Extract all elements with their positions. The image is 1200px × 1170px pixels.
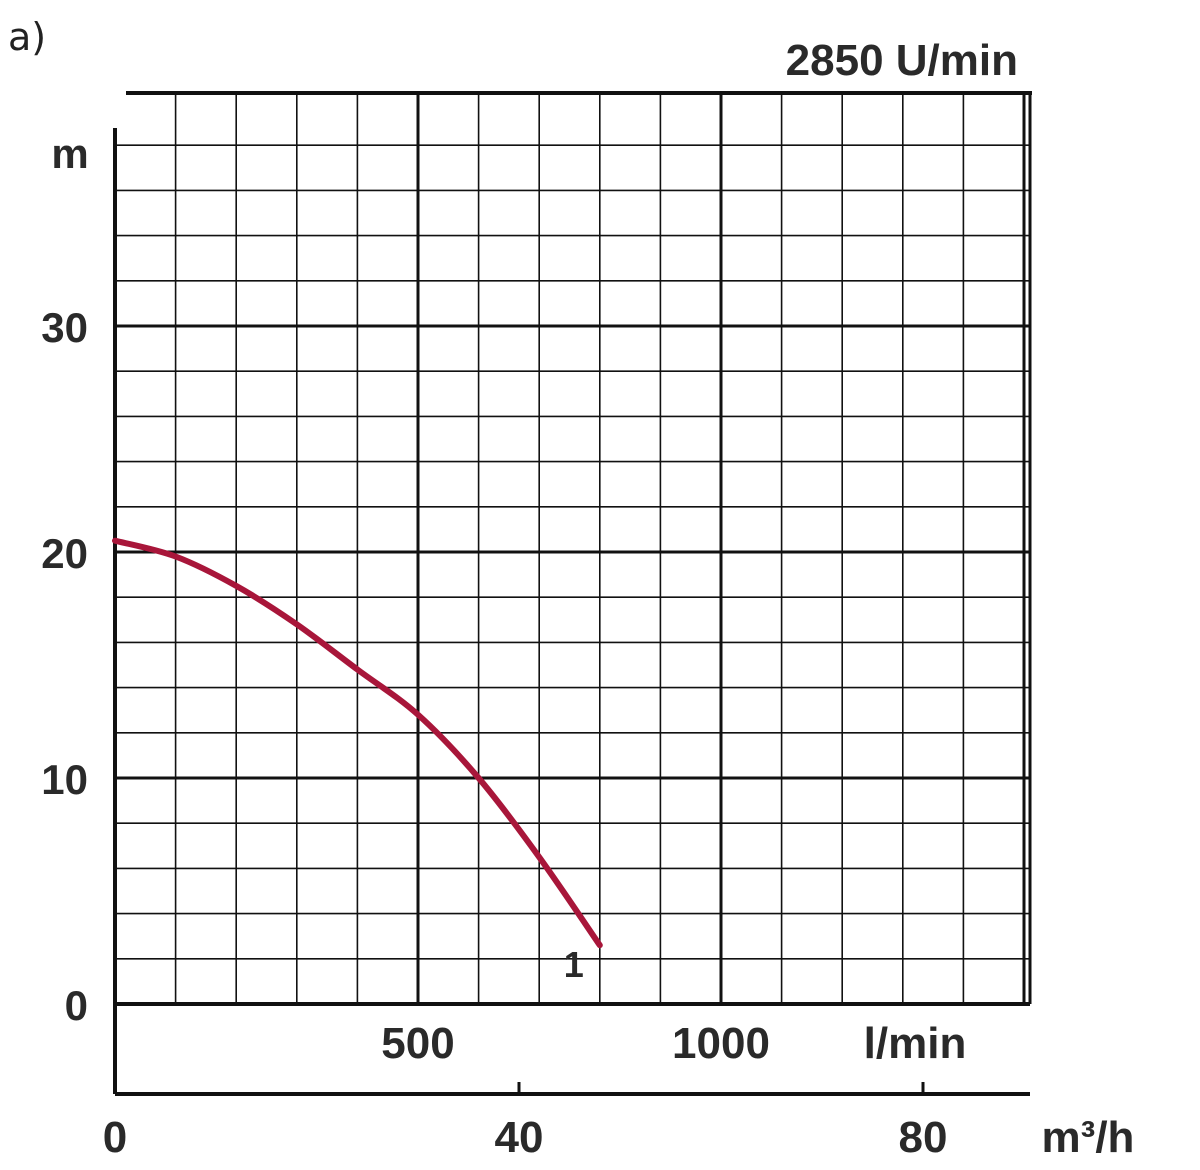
y-tick-label: 0 [65, 982, 88, 1029]
chart-title: 2850 U/min [786, 36, 1018, 85]
x-tick-label-m3h: 0 [103, 1113, 127, 1162]
series-curve-1 [112, 537, 603, 949]
x-tick-label-lmin: 1000 [672, 1019, 770, 1068]
grid [115, 93, 1030, 1004]
x-tick-label-lmin: 500 [381, 1019, 454, 1068]
series-group: 1 [112, 537, 603, 985]
x-axis-label-lmin: l/min [864, 1019, 967, 1068]
tick-labels: 0 10 20 30 500 1000 0 40 80 [41, 304, 947, 1162]
y-tick-label: 10 [41, 756, 88, 803]
y-tick-label: 20 [41, 530, 88, 577]
x-tick-label-m3h: 40 [495, 1113, 544, 1162]
x-axis-label-m3h: m³/h [1042, 1113, 1135, 1162]
series-label: 1 [564, 944, 584, 985]
panel-label: a) [8, 15, 46, 59]
x-tick-label-m3h: 80 [899, 1113, 948, 1162]
axes [113, 91, 1032, 1096]
y-axis-label: m [51, 130, 88, 177]
y-tick-label: 30 [41, 304, 88, 351]
